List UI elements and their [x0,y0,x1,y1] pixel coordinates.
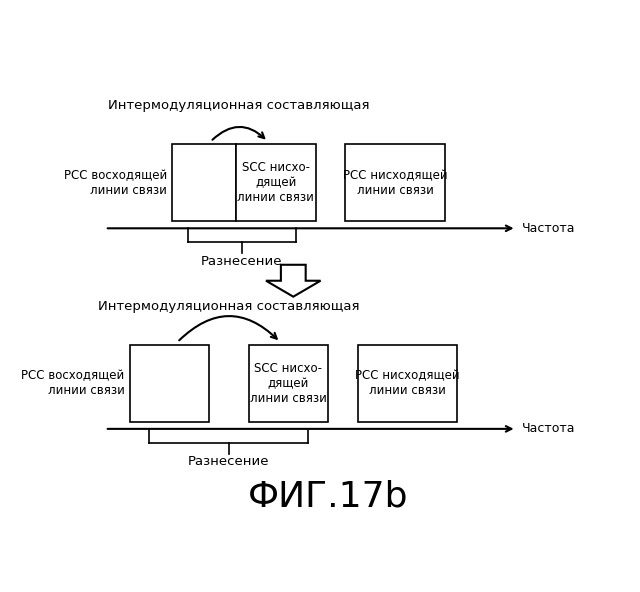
Text: РСС нисходящей
линии связи: РСС нисходящей линии связи [342,169,447,197]
Bar [129,345,209,422]
Text: Частота: Частота [522,422,575,435]
Bar [214,144,236,221]
Bar [346,144,445,221]
Text: ФИГ.17b: ФИГ.17b [248,479,408,513]
Text: Интермодуляционная составляющая: Интермодуляционная составляющая [98,300,360,313]
Text: РСС восходящей
линии связи: РСС восходящей линии связи [63,169,167,197]
Text: Разнесение: Разнесение [201,255,283,268]
Polygon shape [266,265,321,297]
Text: SCC нисхо-
дящей
линии связи: SCC нисхо- дящей линии связи [237,161,314,204]
Bar [358,345,457,422]
Text: SCC нисхо-
дящей
линии связи: SCC нисхо- дящей линии связи [250,362,327,405]
Text: Разнесение: Разнесение [188,455,269,468]
Text: РСС нисходящей
линии связи: РСС нисходящей линии связи [355,369,460,397]
Bar [181,345,209,422]
Text: Интермодуляционная составляющая: Интермодуляционная составляющая [108,99,370,112]
Text: Частота: Частота [522,222,575,235]
Bar [249,345,328,422]
Text: РСС восходящей
линии связи: РСС восходящей линии связи [21,369,125,397]
Bar [172,144,236,221]
Bar [236,144,316,221]
